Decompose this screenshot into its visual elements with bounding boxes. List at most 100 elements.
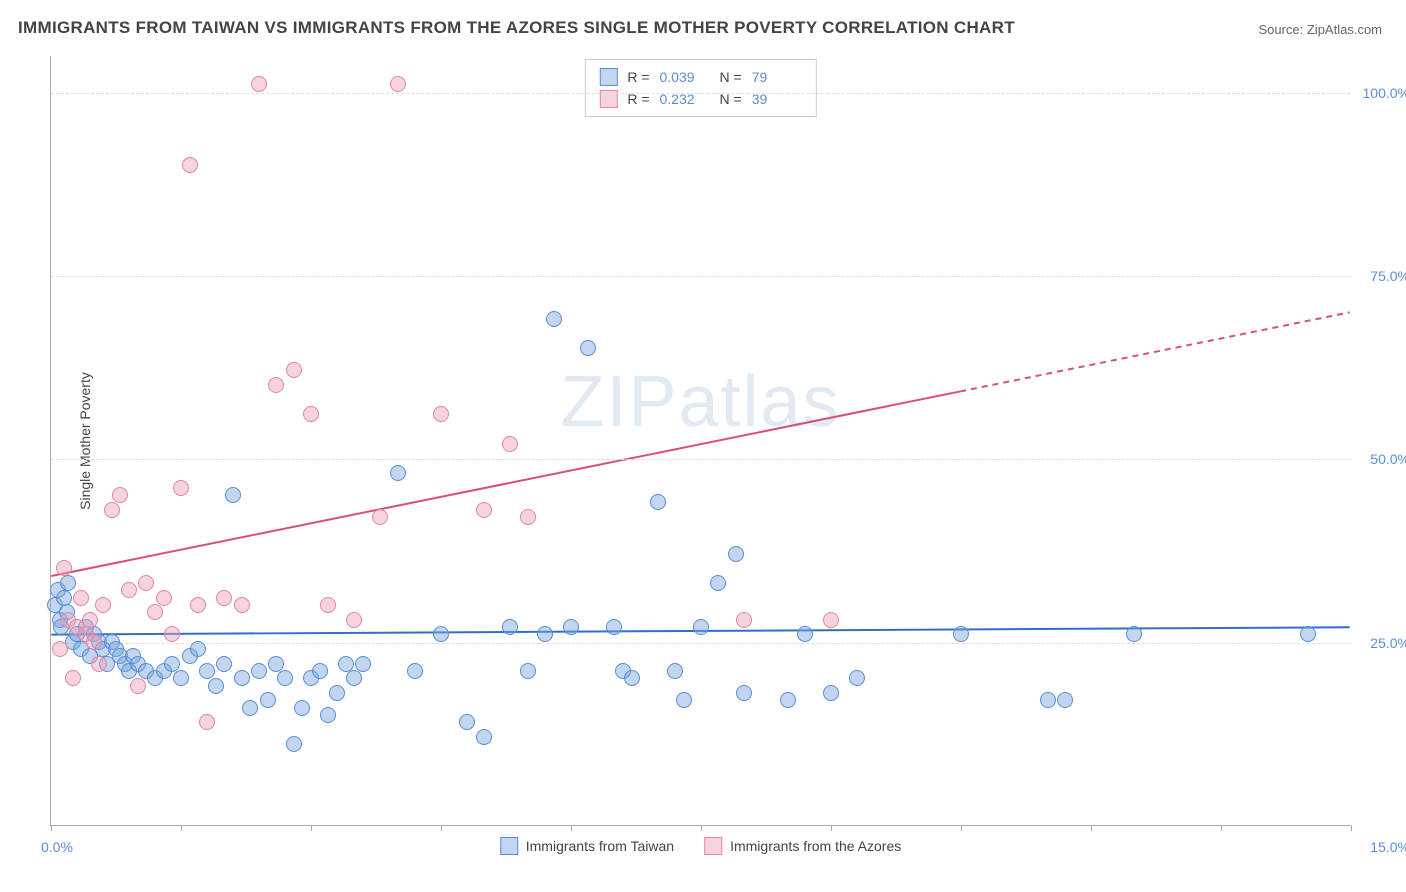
gridline-h	[51, 276, 1350, 277]
scatter-point	[502, 436, 518, 452]
x-tick	[441, 825, 442, 831]
x-tick	[701, 825, 702, 831]
scatter-point	[73, 590, 89, 606]
y-tick-label: 25.0%	[1370, 635, 1406, 651]
x-min-label: 0.0%	[41, 839, 73, 855]
y-tick-label: 75.0%	[1370, 268, 1406, 284]
scatter-point	[182, 157, 198, 173]
scatter-point	[520, 663, 536, 679]
scatter-point	[104, 502, 120, 518]
scatter-point	[95, 597, 111, 613]
scatter-point	[286, 736, 302, 752]
scatter-point	[329, 685, 345, 701]
scatter-point	[199, 714, 215, 730]
x-tick	[831, 825, 832, 831]
scatter-point	[346, 612, 362, 628]
gridline-h	[51, 459, 1350, 460]
scatter-point	[164, 656, 180, 672]
x-tick	[1351, 825, 1352, 831]
scatter-point	[156, 590, 172, 606]
scatter-point	[164, 626, 180, 642]
scatter-point	[563, 619, 579, 635]
scatter-point	[65, 670, 81, 686]
scatter-point	[476, 502, 492, 518]
y-axis-label: Single Mother Poverty	[77, 372, 93, 510]
x-tick	[961, 825, 962, 831]
scatter-point	[338, 656, 354, 672]
scatter-point	[190, 597, 206, 613]
scatter-point	[459, 714, 475, 730]
x-tick	[311, 825, 312, 831]
scatter-point	[433, 626, 449, 642]
scatter-point	[112, 487, 128, 503]
scatter-point	[849, 670, 865, 686]
stat-r-label: R =	[627, 69, 649, 85]
bottom-legend: Immigrants from Taiwan Immigrants from th…	[500, 837, 902, 855]
scatter-point	[823, 612, 839, 628]
scatter-point	[82, 612, 98, 628]
stats-legend-row: R =0.039N =79	[599, 66, 801, 88]
scatter-point	[208, 678, 224, 694]
scatter-point	[216, 656, 232, 672]
scatter-point	[650, 494, 666, 510]
x-tick	[1091, 825, 1092, 831]
stat-n-label: N =	[720, 69, 742, 85]
scatter-point	[1126, 626, 1142, 642]
source-label: Source: ZipAtlas.com	[1258, 22, 1382, 37]
scatter-point	[56, 560, 72, 576]
scatter-point	[52, 641, 68, 657]
bottom-legend-item: Immigrants from the Azores	[704, 837, 901, 855]
scatter-point	[138, 575, 154, 591]
scatter-point	[234, 597, 250, 613]
scatter-point	[710, 575, 726, 591]
scatter-point	[537, 626, 553, 642]
scatter-point	[476, 729, 492, 745]
scatter-point	[251, 663, 267, 679]
scatter-point	[1040, 692, 1056, 708]
scatter-point	[546, 311, 562, 327]
scatter-point	[823, 685, 839, 701]
scatter-point	[736, 685, 752, 701]
y-tick-label: 50.0%	[1370, 451, 1406, 467]
scatter-point	[390, 76, 406, 92]
scatter-point	[390, 465, 406, 481]
scatter-point	[121, 582, 137, 598]
scatter-point	[303, 406, 319, 422]
scatter-point	[251, 76, 267, 92]
scatter-point	[173, 670, 189, 686]
scatter-point	[277, 670, 293, 686]
stats-legend-row: R =0.232N =39	[599, 88, 801, 110]
scatter-point	[216, 590, 232, 606]
scatter-point	[407, 663, 423, 679]
scatter-point	[667, 663, 683, 679]
scatter-point	[624, 670, 640, 686]
scatter-point	[372, 509, 388, 525]
x-tick	[181, 825, 182, 831]
legend-swatch	[704, 837, 722, 855]
legend-series-name: Immigrants from Taiwan	[526, 838, 674, 854]
scatter-point	[355, 656, 371, 672]
x-tick	[1221, 825, 1222, 831]
stats-legend: R =0.039N =79R =0.232N =39	[584, 59, 816, 117]
scatter-point	[86, 634, 102, 650]
bottom-legend-item: Immigrants from Taiwan	[500, 837, 674, 855]
trend-line-dashed	[960, 312, 1349, 391]
gridline-h	[51, 643, 1350, 644]
scatter-point	[60, 575, 76, 591]
scatter-point	[433, 406, 449, 422]
x-max-label: 15.0%	[1370, 839, 1406, 855]
scatter-point	[320, 707, 336, 723]
y-tick-label: 100.0%	[1363, 85, 1406, 101]
scatter-point	[225, 487, 241, 503]
scatter-point	[693, 619, 709, 635]
scatter-point	[130, 678, 146, 694]
scatter-point	[56, 590, 72, 606]
scatter-point	[502, 619, 518, 635]
scatter-point	[91, 656, 107, 672]
scatter-point	[520, 509, 536, 525]
scatter-point	[676, 692, 692, 708]
scatter-point	[1300, 626, 1316, 642]
scatter-point	[199, 663, 215, 679]
scatter-point	[736, 612, 752, 628]
scatter-point	[234, 670, 250, 686]
